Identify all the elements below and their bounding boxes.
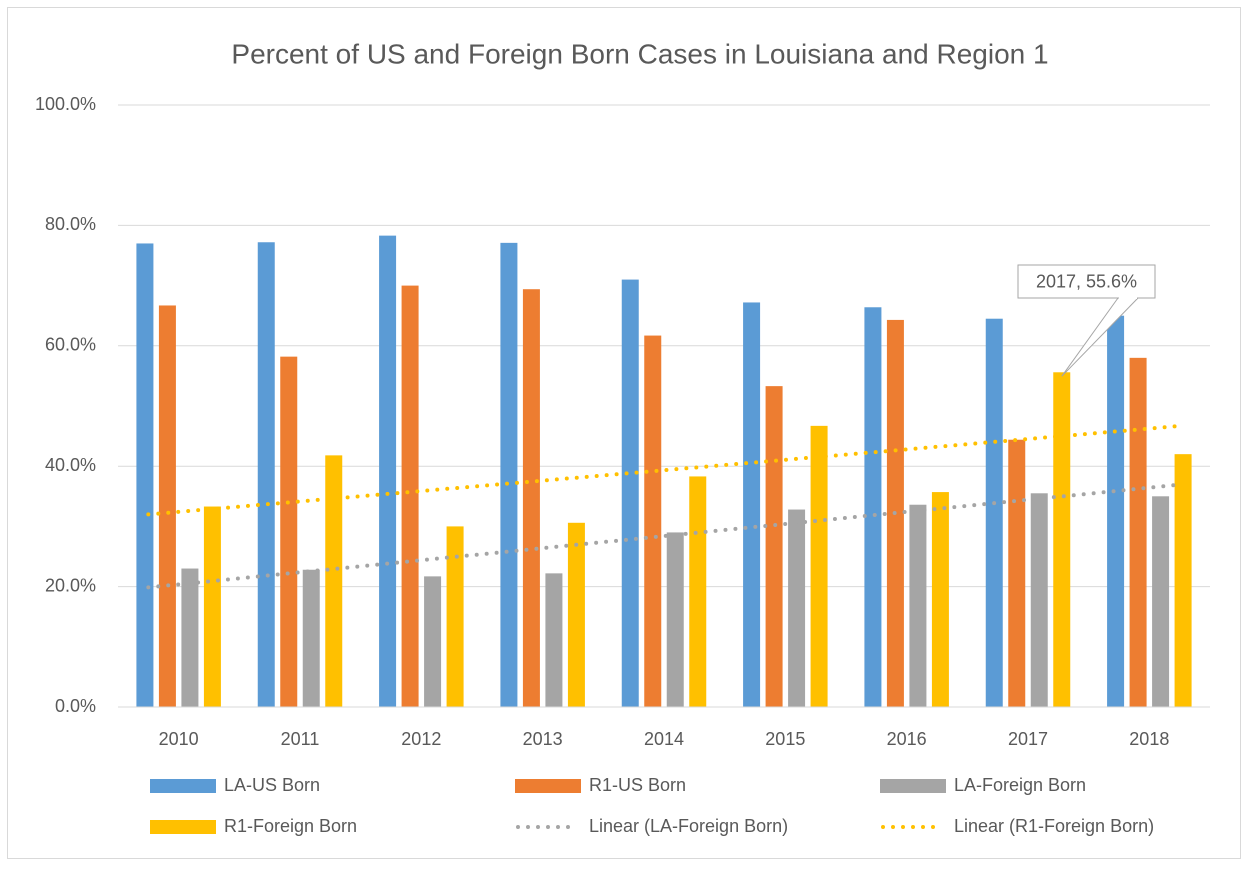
- y-tick-label: 40.0%: [45, 455, 96, 475]
- bar: [788, 509, 806, 707]
- bar: [545, 573, 563, 707]
- bar: [302, 569, 320, 707]
- y-tick-label: 80.0%: [45, 214, 96, 234]
- x-tick-label: 2017: [1008, 729, 1048, 749]
- bar: [1030, 493, 1048, 707]
- bar: [1152, 496, 1170, 707]
- x-tick-label: 2012: [401, 729, 441, 749]
- chart-title: Percent of US and Foreign Born Cases in …: [231, 38, 1048, 69]
- callout-box: [1017, 264, 1156, 299]
- bar: [181, 568, 199, 707]
- legend-label: Linear (LA-Foreign Born): [589, 816, 788, 836]
- legend-label: LA-Foreign Born: [954, 775, 1086, 795]
- bar: [666, 532, 684, 707]
- bar: [864, 307, 882, 707]
- bar: [446, 526, 464, 707]
- legend-label: Linear (R1-Foreign Born): [954, 816, 1154, 836]
- bar: [1129, 357, 1147, 707]
- bar: [1053, 372, 1071, 707]
- trendline: [146, 482, 1182, 590]
- bar: [567, 522, 585, 707]
- bar: [1008, 439, 1026, 707]
- x-tick-label: 2016: [887, 729, 927, 749]
- bar: [158, 305, 176, 707]
- bar: [136, 243, 154, 707]
- bar: [743, 302, 761, 707]
- bar: [985, 318, 1003, 707]
- x-tick-label: 2010: [159, 729, 199, 749]
- legend-label: R1-US Born: [589, 775, 686, 795]
- legend-swatch: [150, 820, 216, 834]
- bar: [621, 279, 639, 707]
- bar: [203, 506, 221, 707]
- legend-swatch: [880, 779, 946, 793]
- bar: [401, 285, 419, 707]
- bar: [257, 242, 275, 708]
- bar: [379, 235, 397, 707]
- legend-label: LA-US Born: [224, 775, 320, 795]
- annotation: 2017, 55.6%: [1036, 271, 1137, 291]
- legend-label: R1-Foreign Born: [224, 816, 357, 836]
- callout-pointer: [1061, 297, 1139, 377]
- bar: [1174, 454, 1192, 707]
- y-tick-label: 20.0%: [45, 575, 96, 595]
- bar: [765, 386, 783, 707]
- bar: [909, 504, 927, 707]
- bar: [810, 425, 828, 707]
- bar: [280, 356, 298, 707]
- y-tick-label: 60.0%: [45, 335, 96, 355]
- y-tick-label: 0.0%: [55, 696, 96, 716]
- bar: [522, 289, 540, 707]
- bar: [644, 335, 662, 707]
- y-tick-label: 100.0%: [35, 94, 96, 114]
- bar: [1107, 315, 1125, 707]
- x-tick-label: 2011: [281, 729, 320, 749]
- bar: [931, 492, 949, 707]
- bar: [325, 455, 343, 707]
- legend-swatch: [150, 779, 216, 793]
- legend-swatch: [515, 779, 581, 793]
- x-tick-label: 2014: [644, 729, 684, 749]
- x-tick-label: 2018: [1129, 729, 1169, 749]
- bar: [500, 242, 518, 707]
- x-tick-label: 2013: [523, 729, 563, 749]
- x-tick-label: 2015: [765, 729, 805, 749]
- bar: [424, 576, 442, 707]
- bar: [689, 476, 707, 707]
